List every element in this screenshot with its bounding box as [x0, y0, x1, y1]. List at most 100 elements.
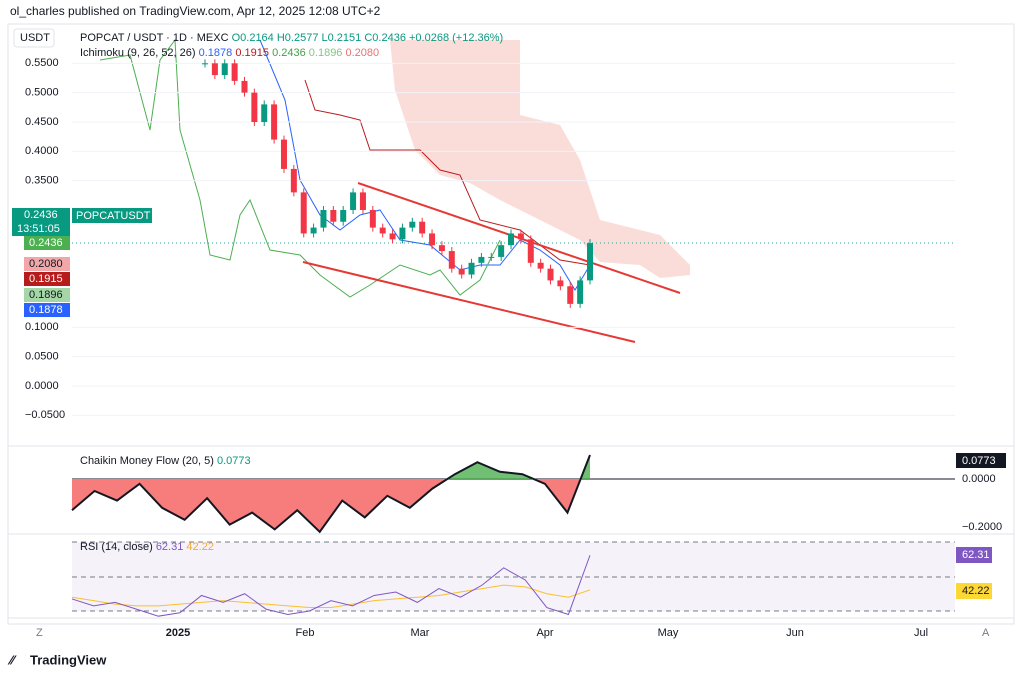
last-price-tag [12, 208, 70, 236]
candle [409, 221, 416, 228]
candle [508, 233, 515, 246]
candle [310, 227, 317, 234]
price-tag-text: 0.1878 [29, 304, 63, 316]
candle [488, 256, 495, 258]
rsi-tag-text: 62.31 [962, 549, 990, 561]
ichimoku-value: 0.1915 [235, 47, 269, 59]
candle [290, 168, 297, 193]
high: H0.2577 [277, 32, 319, 44]
rsi-line [71, 555, 591, 617]
x-tick-label: Jun [786, 627, 804, 639]
candle [438, 245, 445, 252]
x-tick-label: Feb [296, 627, 315, 639]
candle [577, 280, 584, 304]
candle [350, 192, 357, 210]
candle [320, 209, 327, 228]
cmf-tag-text: 0.0773 [962, 455, 996, 467]
candle [369, 209, 376, 228]
publish-header: ol_charles published on TradingView.com,… [10, 4, 381, 18]
candle [448, 251, 455, 269]
price-tick-label: 0.0000 [25, 380, 59, 392]
x-tick-label: Apr [536, 627, 553, 639]
low: L0.2151 [322, 32, 362, 44]
candle [211, 63, 218, 76]
candle [271, 104, 278, 140]
price-tick-label: 0.1000 [25, 321, 59, 333]
price-tag-text: 0.2436 [29, 237, 63, 249]
candle [567, 286, 574, 304]
candle [330, 209, 337, 222]
cmf-title: Chaikin Money Flow (20, 5) 0.0773 [80, 455, 251, 467]
candle [221, 63, 228, 76]
cmf-name: Chaikin Money Flow (20, 5) [80, 455, 214, 467]
price-tag [24, 236, 70, 250]
ichimoku-title: Ichimoku (9, 26, 52, 26) [80, 47, 196, 59]
candle [202, 63, 208, 65]
x-tick-label: 2025 [166, 627, 190, 639]
rsi-value: 62.31 [156, 541, 184, 553]
price-tick-label: 0.5000 [25, 87, 59, 99]
price-tick-label: −0.0500 [25, 409, 65, 421]
candle [389, 233, 396, 240]
price-tag [24, 303, 70, 317]
kijun-line [304, 79, 591, 266]
lagging-span [99, 38, 501, 298]
price-tick-label: 0.0500 [25, 351, 59, 363]
symbol: POPCAT / USDT · 1D · MEXC [80, 32, 229, 44]
price-tag-text: 0.1915 [29, 273, 63, 285]
ichimoku-value: 0.1878 [199, 47, 233, 59]
ichimoku-value: 0.2080 [346, 47, 380, 59]
last-price: 0.2436 [24, 209, 58, 221]
open: O0.2164 [232, 32, 274, 44]
price-tick-label: 0.4500 [25, 116, 59, 128]
cmf-area-positive [72, 455, 590, 479]
candle [498, 245, 505, 257]
candle [478, 256, 485, 263]
change: +0.0268 (+12.36%) [409, 32, 503, 44]
rsi-tag [956, 547, 992, 563]
price-tag-text: 0.2080 [29, 258, 63, 270]
rsi-title: RSI (14, close) 62.31 42.22 [80, 541, 214, 553]
candle [241, 80, 248, 93]
cmf-line [71, 454, 591, 534]
countdown: 13:51:05 [17, 223, 60, 235]
candle [547, 268, 554, 281]
currency-button[interactable] [13, 28, 55, 48]
x-tick-label: Jul [914, 627, 928, 639]
ichimoku-value: 0.1896 [309, 47, 343, 59]
ichimoku-cloud [390, 40, 690, 278]
candle [557, 280, 564, 287]
x-tick-label: Mar [411, 627, 430, 639]
currency: USDT [20, 32, 50, 44]
price-tick-label: 0.5500 [25, 57, 59, 69]
candle [379, 227, 386, 234]
candle [419, 221, 426, 234]
candle [280, 139, 287, 169]
candle [458, 268, 465, 275]
candle [261, 104, 268, 122]
cmf-tick-label: −0.2000 [962, 521, 1002, 533]
candle [231, 63, 238, 81]
ichimoku-legend: Ichimoku (9, 26, 52, 26) 0.1878 0.1915 0… [80, 47, 379, 59]
candle [468, 262, 475, 275]
symbol-tag-text: POPCATUSDT [76, 210, 151, 222]
rsi-ma-tag [956, 583, 992, 599]
footer-logo: ⁄⁄ [7, 652, 17, 667]
rsi-ma-tag-text: 42.22 [962, 585, 990, 597]
candle [359, 192, 366, 210]
candle [251, 92, 258, 122]
candle [517, 233, 524, 240]
auto-button[interactable]: A [982, 627, 990, 639]
symbol-legend: POPCAT / USDT · 1D · MEXC O0.2164 H0.257… [80, 32, 503, 44]
cmf-tick-label: 0.0000 [962, 473, 996, 485]
rsi-name: RSI (14, close) [80, 541, 153, 553]
price-tag [24, 272, 70, 286]
candle [537, 262, 544, 269]
zoom-button[interactable]: Z [36, 627, 43, 639]
candle [399, 227, 406, 240]
price-tag-text: 0.1896 [29, 289, 63, 301]
cmf-area-negative [72, 479, 590, 532]
price-tick-label: 0.3500 [25, 175, 59, 187]
